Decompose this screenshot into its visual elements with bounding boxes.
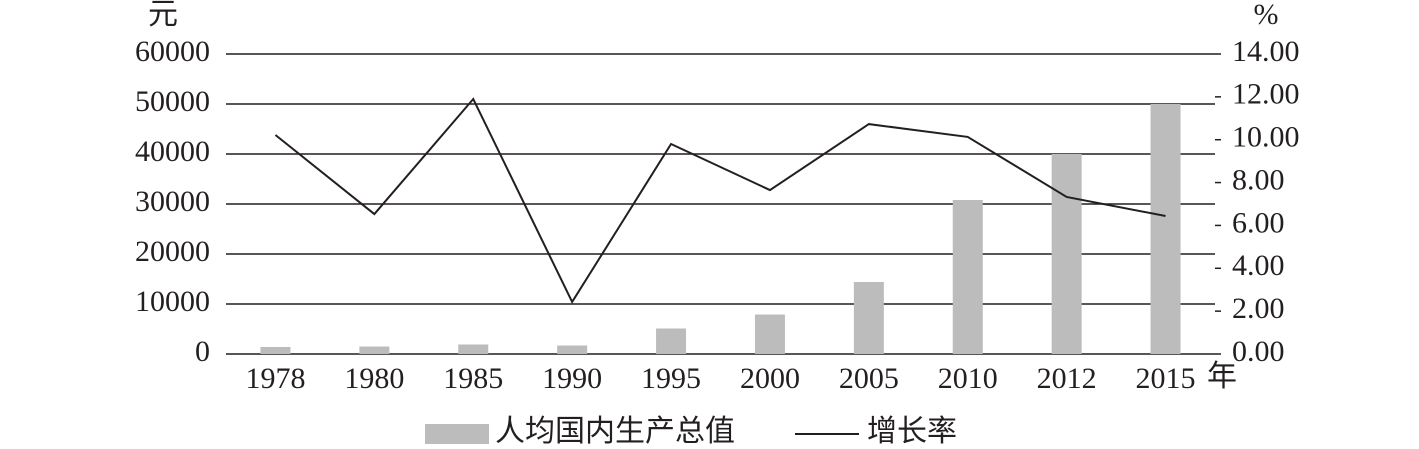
bar	[656, 328, 687, 354]
x-axis-unit: 年	[1207, 360, 1237, 393]
x-tick-label: 1980	[344, 362, 404, 395]
y-axis-unit: 元	[148, 0, 178, 31]
y2-tick-label: 8.00	[1232, 163, 1285, 196]
legend-swatch	[425, 424, 489, 444]
y2-axis-unit: %	[1254, 0, 1279, 31]
y-tick-label: 0	[195, 335, 210, 368]
x-tick-label: 1995	[641, 362, 701, 395]
bar	[1051, 154, 1082, 354]
bar	[557, 345, 588, 354]
legend-label: 增长率	[867, 415, 957, 448]
x-tick-label: 2010	[938, 362, 998, 395]
y-tick-label: 40000	[135, 135, 210, 168]
x-tick-label: 2000	[740, 362, 800, 395]
y2-tick-label: 10.00	[1232, 121, 1300, 154]
x-tick-label: 1985	[443, 362, 503, 395]
bar	[458, 344, 489, 354]
legend-label: 人均国内生产总值	[495, 415, 735, 448]
y2-tick-label: 0.00	[1232, 335, 1285, 368]
bar	[359, 346, 390, 354]
x-tick-label: 2015	[1136, 362, 1196, 395]
y2-tick-label: 14.00	[1232, 35, 1300, 68]
y-tick-label: 30000	[135, 185, 210, 218]
x-tick-label: 2005	[839, 362, 899, 395]
y-tick-label: 60000	[135, 35, 210, 68]
y2-tick-label: 6.00	[1232, 206, 1285, 239]
line	[274, 97, 1166, 304]
y2-tick-label: 4.00	[1232, 249, 1285, 282]
x-tick-label: 1978	[245, 362, 305, 395]
y-tick-label: 50000	[135, 85, 210, 118]
bar	[952, 200, 983, 354]
bar	[754, 314, 785, 354]
y2-tick-label: 12.00	[1232, 78, 1300, 111]
bar	[853, 282, 884, 354]
x-tick-label: 1990	[542, 362, 602, 395]
bar	[260, 347, 291, 354]
x-tick-label: 2012	[1037, 362, 1097, 395]
bar	[1150, 104, 1181, 354]
y-tick-label: 10000	[135, 285, 210, 318]
y-tick-label: 20000	[135, 235, 210, 268]
y2-tick-label: 2.00	[1232, 292, 1285, 325]
